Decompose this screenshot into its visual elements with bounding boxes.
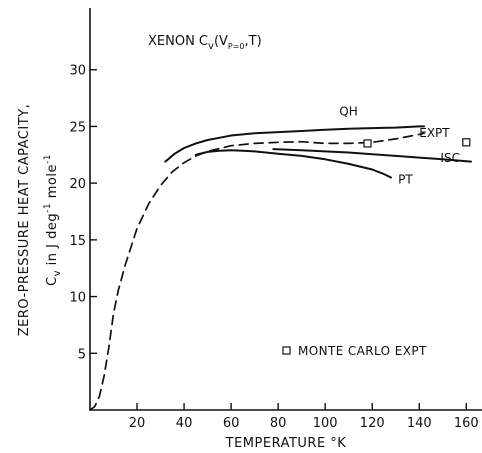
x-tick-label: 60	[223, 416, 240, 431]
series-line-qh	[164, 125, 425, 163]
y-axis-title-sub: v	[52, 270, 63, 276]
monte-carlo-markers	[363, 138, 471, 148]
y-ticks: 5 10 15 20 25 30	[69, 64, 97, 362]
monte-carlo-point	[462, 138, 471, 147]
y-axis-title-mid: in J deg	[45, 213, 60, 270]
series-layer	[89, 125, 472, 411]
plot-title-args: (V	[214, 34, 228, 49]
y-tick-label: 10	[69, 291, 86, 306]
y-tick-label: 20	[69, 177, 86, 192]
legend-square-icon	[282, 346, 291, 355]
x-tick-label: 140	[407, 416, 432, 431]
y-tick-label: 15	[69, 234, 86, 249]
y-axis-title-sup1: -1	[43, 203, 53, 213]
series-label-isc: ISC	[440, 151, 460, 165]
x-tick-label: 160	[454, 416, 479, 431]
x-tick-label: 20	[129, 416, 146, 431]
monte-carlo-point	[363, 139, 372, 148]
y-axis-title-line2: Cv in J deg-1 mole-1	[43, 154, 63, 286]
y-tick-label: 25	[69, 120, 86, 135]
series-line-isc	[272, 148, 472, 163]
series-line-pt	[194, 149, 392, 179]
x-tick-label: 80	[270, 416, 287, 431]
y-tick-label: 30	[69, 64, 86, 79]
y-axis-title-mid2: mole	[45, 164, 60, 203]
series-line-expt	[89, 132, 425, 411]
x-tick-label: 120	[360, 416, 385, 431]
series-label-qh: QH	[339, 105, 357, 119]
plot-title: XENON Cv(VP=0,T)	[148, 34, 262, 52]
series-labels: QH EXPT ISC PT	[339, 105, 460, 187]
series-label-pt: PT	[398, 173, 413, 187]
legend-label: MONTE CARLO EXPT	[298, 344, 427, 358]
plot-title-args-end: ,T)	[245, 34, 262, 49]
x-tick-label: 100	[313, 416, 338, 431]
y-axis-title-sup2: -1	[43, 154, 53, 164]
x-tick-label: 40	[176, 416, 193, 431]
series-label-expt: EXPT	[419, 126, 450, 140]
plot-title-args-sub: P=0	[228, 42, 245, 51]
plot-title-sub: v	[208, 41, 214, 52]
x-axis-title: TEMPERATURE °K	[225, 436, 347, 451]
x-ticks: 20 40 60 80 100 120 140 160	[129, 403, 479, 431]
y-tick-label: 5	[78, 347, 86, 362]
y-axis-title-line1: ZERO-PRESSURE HEAT CAPACITY,	[17, 104, 32, 336]
